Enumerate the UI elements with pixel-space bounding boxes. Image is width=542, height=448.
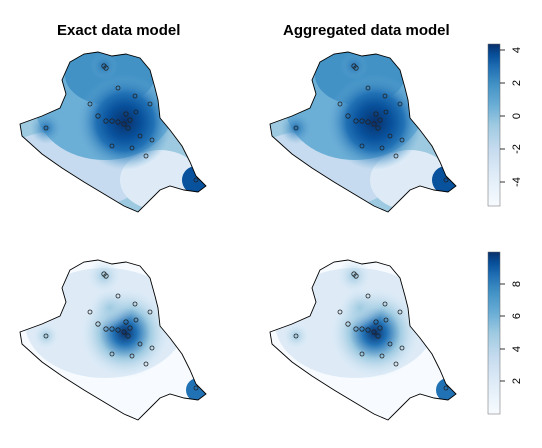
colorbar-bottom-tick-8: 8 <box>511 281 523 287</box>
colorbar-top: 4 2 0 -2 -4 <box>487 43 523 207</box>
map-aggregated-bottom <box>269 259 457 421</box>
colorbar-top-tick-0: 0 <box>511 113 523 119</box>
colorbar-top-tick-neg4: -4 <box>511 177 523 187</box>
colorbar-bottom-tick-6: 6 <box>511 313 523 319</box>
colorbar-bottom: 8 6 4 2 <box>487 251 523 415</box>
map-exact-top <box>19 51 207 213</box>
panel-title-exact: Exact data model <box>57 22 181 39</box>
colorbar-top-tick-2: 2 <box>511 80 523 86</box>
panel-title-aggregated: Aggregated data model <box>283 22 450 39</box>
map-aggregated-top <box>269 51 457 213</box>
map-exact-bottom <box>19 259 207 421</box>
colorbar-bottom-tick-4: 4 <box>511 346 523 352</box>
colorbar-bottom-tick-2: 2 <box>511 378 523 384</box>
colorbar-top-tick-4: 4 <box>511 47 523 53</box>
colorbar-top-tick-neg2: -2 <box>511 144 523 154</box>
